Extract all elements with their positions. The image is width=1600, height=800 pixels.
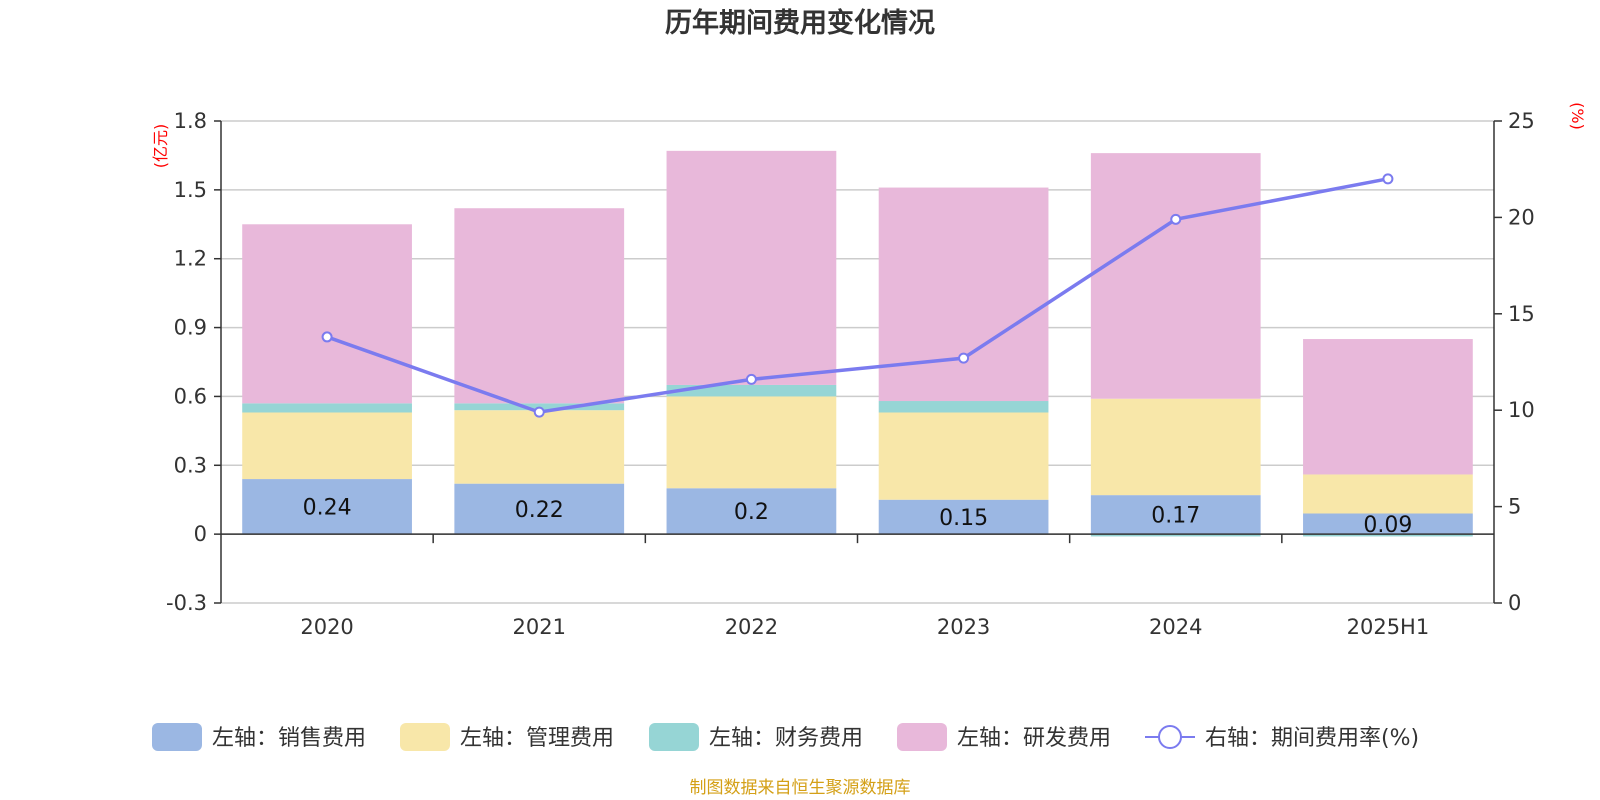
left-axis-tick-label: 0.9 [174, 316, 207, 340]
legend-swatch [897, 723, 947, 751]
data-source: 制图数据来自恒生聚源数据库 [690, 778, 911, 798]
right-axis-unit: (%) [1568, 102, 1587, 130]
left-axis-tick-label: 0.3 [174, 453, 207, 477]
bar-data-label: 0.15 [939, 506, 988, 531]
legend-label: 左轴：财务费用 [709, 726, 863, 751]
rate-point [321, 331, 333, 343]
bar-segment [1090, 153, 1261, 399]
right-axis-tick-label: 5 [1508, 495, 1521, 519]
x-axis-tick-label: 2024 [1149, 615, 1202, 639]
bar-segment [666, 384, 837, 397]
bar-segment [242, 412, 412, 480]
rate-line [321, 173, 1394, 418]
bar-data-label: 0.22 [515, 498, 564, 523]
x-axis-tick-label: 2022 [725, 615, 778, 639]
bar-segment [1090, 534, 1261, 537]
bar-data-label: 0.17 [1151, 504, 1200, 529]
bar-segment [1303, 534, 1473, 537]
right-axis-tick-label: 10 [1508, 398, 1535, 422]
axes: -0.3 0 0.3 0.6 0.9 1.2 1.5 1.8 0 5 10 15 20 25 2020 202… [166, 109, 1535, 639]
legend-marker-icon [1158, 725, 1182, 749]
data-labels: 0.24 0.22 0.2 0.15 0.17 0.09 [303, 496, 1413, 538]
bar-segment [878, 499, 1049, 535]
chart-title: 历年期间费用变化情况 [665, 7, 935, 39]
rate-point [533, 406, 545, 418]
legend-swatch [400, 723, 450, 751]
rate-point [958, 352, 970, 364]
bar-segment [1303, 474, 1473, 514]
bar-segment [666, 150, 837, 385]
bar-segment [1303, 513, 1473, 535]
right-axis-tick-label: 15 [1508, 302, 1535, 326]
left-axis-tick-label: 0 [194, 522, 207, 546]
left-axis-tick-label: 1.8 [174, 109, 207, 133]
rate-point [1382, 173, 1394, 185]
bars [242, 150, 1473, 537]
rate-point [1170, 213, 1182, 225]
bar-segment [454, 208, 625, 404]
x-axis-tick-label: 2021 [513, 615, 566, 639]
bar-segment [454, 483, 625, 535]
x-axis-tick-label: 2025H1 [1347, 615, 1430, 639]
bar-segment [454, 410, 625, 484]
bar-segment [878, 401, 1049, 413]
right-axis-tick-label: 0 [1508, 591, 1521, 615]
bar-segment [878, 187, 1049, 402]
bar-segment [242, 403, 412, 413]
legend-label: 左轴：销售费用 [212, 726, 366, 751]
bar-data-label: 0.24 [303, 496, 352, 521]
left-axis-unit: (亿元) [151, 124, 170, 169]
bar-segment [1090, 495, 1261, 535]
legend-swatch [649, 723, 699, 751]
bar-data-label: 0.2 [734, 500, 769, 525]
left-axis-tick-label: 1.5 [174, 178, 207, 202]
right-axis-tick-label: 20 [1508, 205, 1535, 229]
bar-data-label: 0.09 [1363, 513, 1412, 538]
bar-segment [242, 224, 412, 404]
legend-label: 左轴：研发费用 [957, 726, 1111, 751]
left-axis-tick-label: 0.6 [174, 384, 207, 408]
bar-segment [666, 488, 837, 535]
legend-swatch [152, 723, 202, 751]
x-axis-tick-label: 2023 [937, 615, 990, 639]
legend-label: 左轴：管理费用 [460, 726, 614, 751]
rate-point [745, 373, 757, 385]
right-axis-tick-label: 25 [1508, 109, 1535, 133]
x-axis-tick-label: 2020 [300, 615, 353, 639]
left-axis-tick-label: 1.2 [174, 247, 207, 271]
legend-label: 右轴：期间费用率(%) [1205, 726, 1419, 751]
left-axis-tick-label: -0.3 [166, 591, 207, 615]
legend: 左轴：销售费用 左轴：管理费用 左轴：财务费用 左轴：研发费用 右轴：期间费用率(%) [152, 723, 1419, 751]
rate-line-path [326, 177, 1389, 414]
bar-segment [1303, 339, 1473, 475]
bar-segment [666, 396, 837, 489]
bar-segment [242, 479, 412, 535]
bar-segment [878, 412, 1049, 500]
bar-segment [1090, 398, 1261, 496]
